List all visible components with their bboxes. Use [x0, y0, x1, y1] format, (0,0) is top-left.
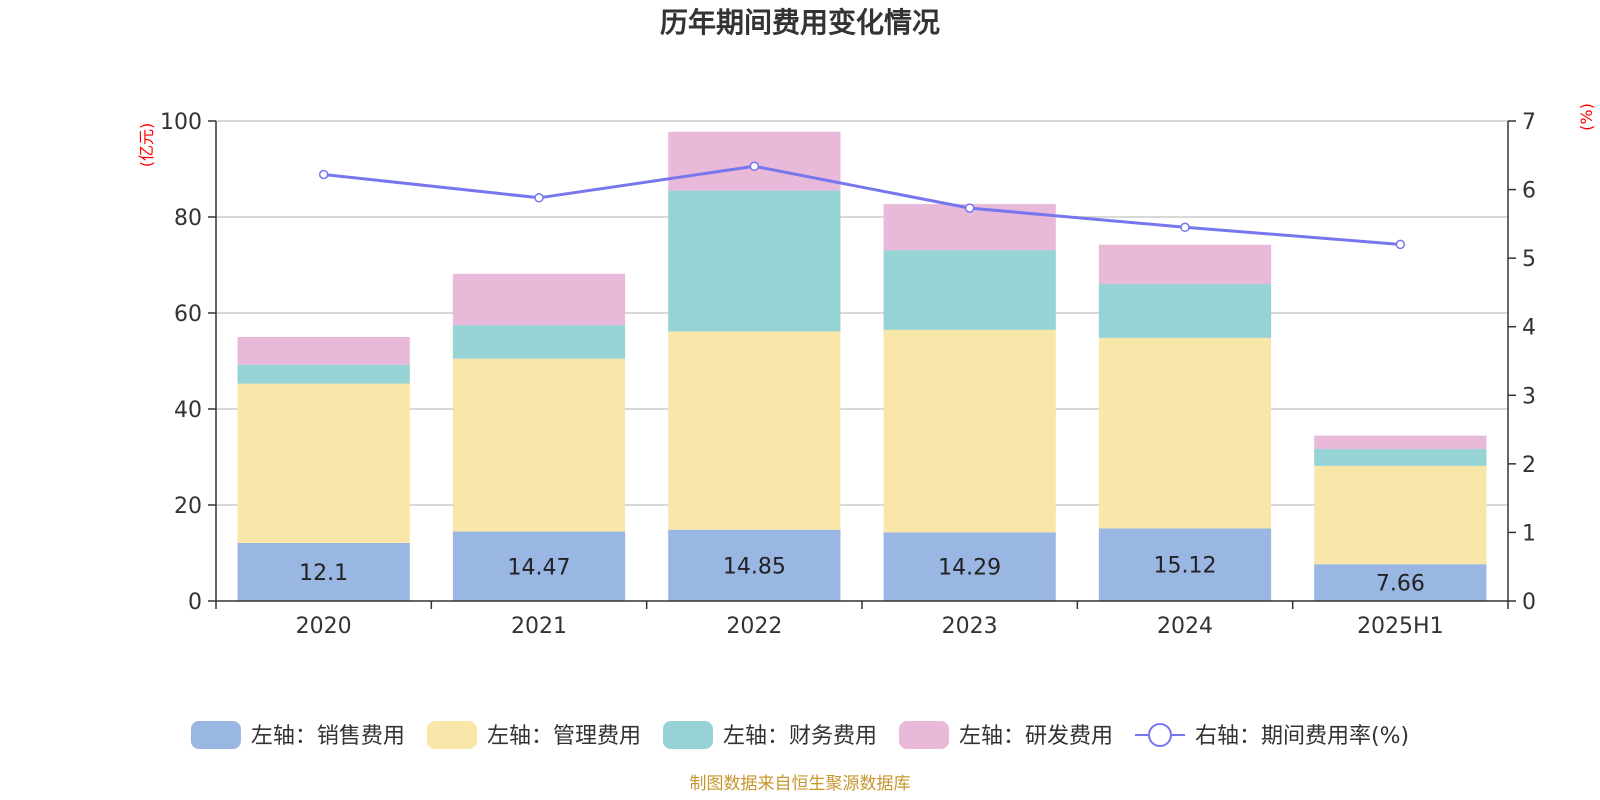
left-tick-label: 80 — [174, 206, 202, 231]
rate-point — [749, 161, 760, 172]
bar-segment — [1098, 337, 1272, 529]
legend-label: 右轴：期间费用率(%) — [1195, 724, 1409, 749]
right-tick-label: 5 — [1522, 247, 1536, 272]
legend-item: 右轴：期间费用率(%) — [1134, 723, 1409, 749]
legend-item: 左轴：财务费用 — [662, 721, 877, 749]
legend-swatch — [898, 721, 949, 749]
bar-segment — [1314, 564, 1487, 601]
x-tick-label: 2022 — [726, 614, 782, 639]
legend-label: 左轴：财务费用 — [723, 724, 877, 749]
legend-swatch — [662, 721, 713, 749]
bar-segment — [1098, 284, 1272, 338]
left-tick-label: 0 — [188, 590, 202, 615]
bar-segment — [668, 131, 841, 191]
legend-label: 左轴：销售费用 — [251, 724, 405, 749]
right-tick-label: 7 — [1522, 110, 1536, 135]
bar-segment — [1314, 465, 1487, 565]
x-tick-label: 2020 — [296, 614, 352, 639]
legend-item: 左轴：管理费用 — [426, 721, 641, 749]
right-axis-unit: (%) — [1577, 103, 1596, 131]
x-tick-label: 2021 — [511, 614, 567, 639]
left-axis-unit: (亿元) — [137, 123, 156, 168]
bars-layer — [237, 131, 1487, 601]
bar-segment — [668, 529, 841, 601]
legend: 左轴：销售费用 左轴：管理费用 左轴：财务费用 左轴：研发费用 右轴：期间费用率(%) — [190, 721, 1409, 749]
rate-point — [1395, 239, 1406, 250]
bar-segment — [237, 364, 410, 384]
bar-data-label: 15.12 — [1154, 554, 1217, 579]
rate-point — [318, 169, 329, 180]
bar-segment — [452, 531, 626, 601]
bar-data-label: 14.47 — [508, 555, 571, 580]
right-tick-label: 2 — [1522, 453, 1536, 478]
left-tick-label: 60 — [174, 302, 202, 327]
axes-layer: 0 20 40 60 80 100 0 1 2 3 4 5 6 7 2020 2021 2022 2023 2024… — [160, 110, 1536, 639]
left-tick-label: 100 — [160, 110, 202, 135]
legend-swatch — [426, 721, 477, 749]
left-tick-label: 20 — [174, 494, 202, 519]
bar-data-label: 14.29 — [938, 556, 1001, 581]
right-tick-label: 0 — [1522, 590, 1536, 615]
chart-title: 历年期间费用变化情况 — [660, 6, 940, 39]
bar-segment — [1098, 244, 1272, 285]
bar-segment — [1314, 435, 1487, 450]
right-tick-label: 1 — [1522, 521, 1536, 546]
bar-segment — [237, 542, 410, 601]
right-tick-label: 3 — [1522, 384, 1536, 409]
legend-label: 左轴：研发费用 — [959, 724, 1113, 749]
bar-data-label: 12.1 — [299, 561, 348, 586]
bar-segment — [452, 358, 626, 532]
bar-segment — [668, 331, 841, 530]
bar-data-label: 7.66 — [1376, 572, 1425, 597]
bar-segment — [237, 337, 410, 365]
legend-swatch — [190, 721, 241, 749]
bar-segment — [1098, 528, 1272, 601]
rate-point — [1180, 222, 1190, 233]
bar-segment — [1314, 449, 1487, 466]
grid-layer — [216, 120, 1508, 506]
right-tick-label: 6 — [1522, 179, 1536, 204]
x-tick-label: 2023 — [942, 614, 998, 639]
bar-segment — [883, 329, 1056, 533]
bar-segment — [452, 325, 626, 359]
left-tick-label: 40 — [174, 398, 202, 423]
line-layer — [318, 161, 1406, 250]
legend-item: 左轴：销售费用 — [190, 721, 405, 749]
bar-segment — [668, 190, 841, 332]
bar-segment — [883, 532, 1056, 601]
bar-segment — [237, 383, 410, 543]
x-tick-label: 2024 — [1157, 614, 1213, 639]
source-note: 制图数据来自恒生聚源数据库 — [690, 774, 911, 794]
rate-point — [534, 193, 544, 203]
bar-segment — [883, 250, 1056, 330]
rate-line — [323, 164, 1401, 246]
rate-point — [964, 203, 975, 213]
labels-layer: 12.1 14.47 14.85 14.29 15.12 7.66 — [299, 554, 1425, 597]
right-tick-label: 4 — [1522, 316, 1536, 341]
bar-data-label: 14.85 — [723, 554, 786, 579]
x-tick-label: 2025H1 — [1357, 614, 1444, 639]
legend-label: 左轴：管理费用 — [487, 724, 641, 749]
bar-segment — [452, 273, 626, 326]
legend-item: 左轴：研发费用 — [898, 721, 1113, 749]
legend-circle-swatch — [1147, 723, 1172, 747]
